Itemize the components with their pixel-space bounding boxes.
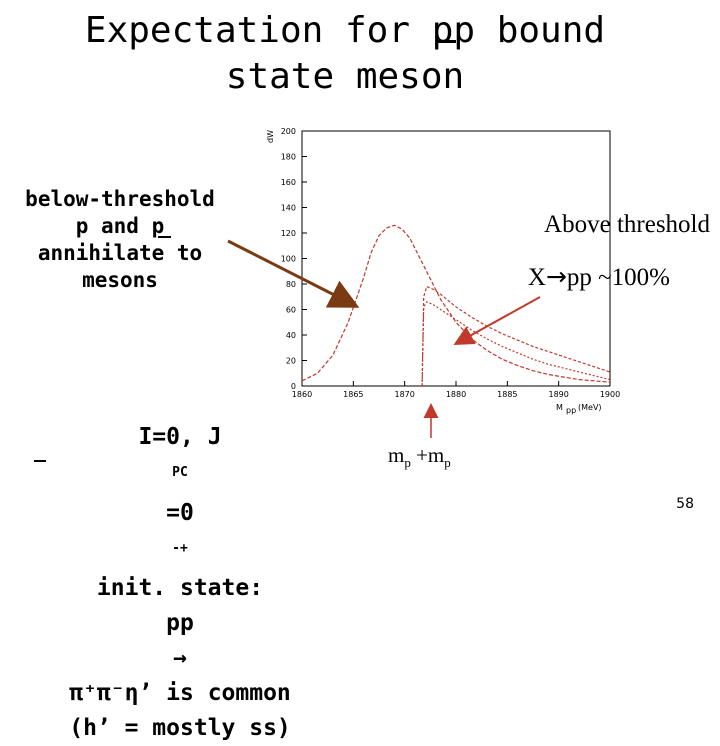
below-line-1: below-threshold — [25, 187, 215, 211]
y-tick-label: 120 — [281, 229, 296, 238]
below-line-3: annihilate to — [37, 241, 203, 265]
x-axis-label: M pp (MeV) — [556, 403, 602, 415]
decay-label: X→pp ~100% — [470, 262, 670, 293]
y-axis-label: dW — [266, 130, 275, 143]
x-tick-label: 1865 — [343, 390, 363, 399]
arrow-icon: → — [173, 645, 187, 672]
bottom-line-3: (h’ = mostly ss) — [69, 715, 291, 742]
x-tick-label: 1900 — [600, 390, 620, 399]
y-tick-label: 180 — [281, 153, 296, 162]
x-label-unit: (MeV) — [578, 403, 602, 412]
below-threshold-text: below-threshold p and p annihilate to me… — [0, 186, 240, 294]
decay-arrow-icon: → — [545, 262, 567, 291]
x-tick-label: 1880 — [446, 390, 466, 399]
decay-rest: pp ~100% — [566, 264, 670, 291]
x-tick-label: 1885 — [497, 390, 517, 399]
y-tick-label: 140 — [281, 204, 296, 213]
y-tick-label: 0 — [291, 382, 296, 391]
x-axis: 1860 1865 1870 1880 1885 1890 1900 — [292, 381, 620, 399]
y-axis: 0 20 40 60 80 100 120 140 160 180 200 — [281, 127, 307, 391]
bottom-antiproton-bar — [34, 460, 46, 462]
mass-spectrum-chart: 0 20 40 60 80 100 120 140 160 180 200 1860 1865 1870… — [227, 127, 620, 438]
y-tick-label: 60 — [286, 306, 296, 315]
y-tick-label: 40 — [286, 331, 296, 340]
x-tick-label: 1890 — [548, 390, 568, 399]
y-tick-label: 160 — [281, 178, 296, 187]
below-line-4: mesons — [82, 268, 158, 292]
slide-title: Expectation for pp bound state meson — [0, 8, 690, 100]
series-line-2 — [421, 285, 611, 387]
x-label-sub: pp — [566, 406, 576, 415]
title-line-2: state meson — [225, 56, 465, 97]
series-line-3 — [421, 301, 611, 387]
y-tick-label: 100 — [281, 255, 296, 264]
x-label-main: M — [556, 403, 563, 412]
x-tick-label: 1870 — [394, 390, 414, 399]
decay-x: X — [527, 264, 546, 291]
y-tick-label: 20 — [286, 357, 296, 366]
below-line-2: p and p — [75, 214, 165, 238]
curves — [301, 224, 611, 387]
bottom-line-2: pp → π⁺π⁻η’ is common — [0, 606, 360, 711]
above-threshold-label: Above threshold — [544, 211, 710, 238]
x-tick-label: 1860 — [292, 390, 312, 399]
plot-frame — [301, 130, 611, 387]
page-number: 58 — [676, 496, 694, 512]
below-antiproton-bar — [158, 236, 171, 238]
y-tick-label: 200 — [281, 127, 296, 136]
above-threshold-arrow — [453, 296, 541, 345]
threshold-mass-label: mp +mp — [388, 443, 451, 471]
series-line-1 — [301, 224, 611, 383]
y-tick-label: 80 — [286, 280, 296, 289]
title-line-1: Expectation for pp bound — [84, 10, 606, 51]
title-antiproton-bar — [438, 40, 456, 43]
below-threshold-arrow — [227, 239, 360, 308]
